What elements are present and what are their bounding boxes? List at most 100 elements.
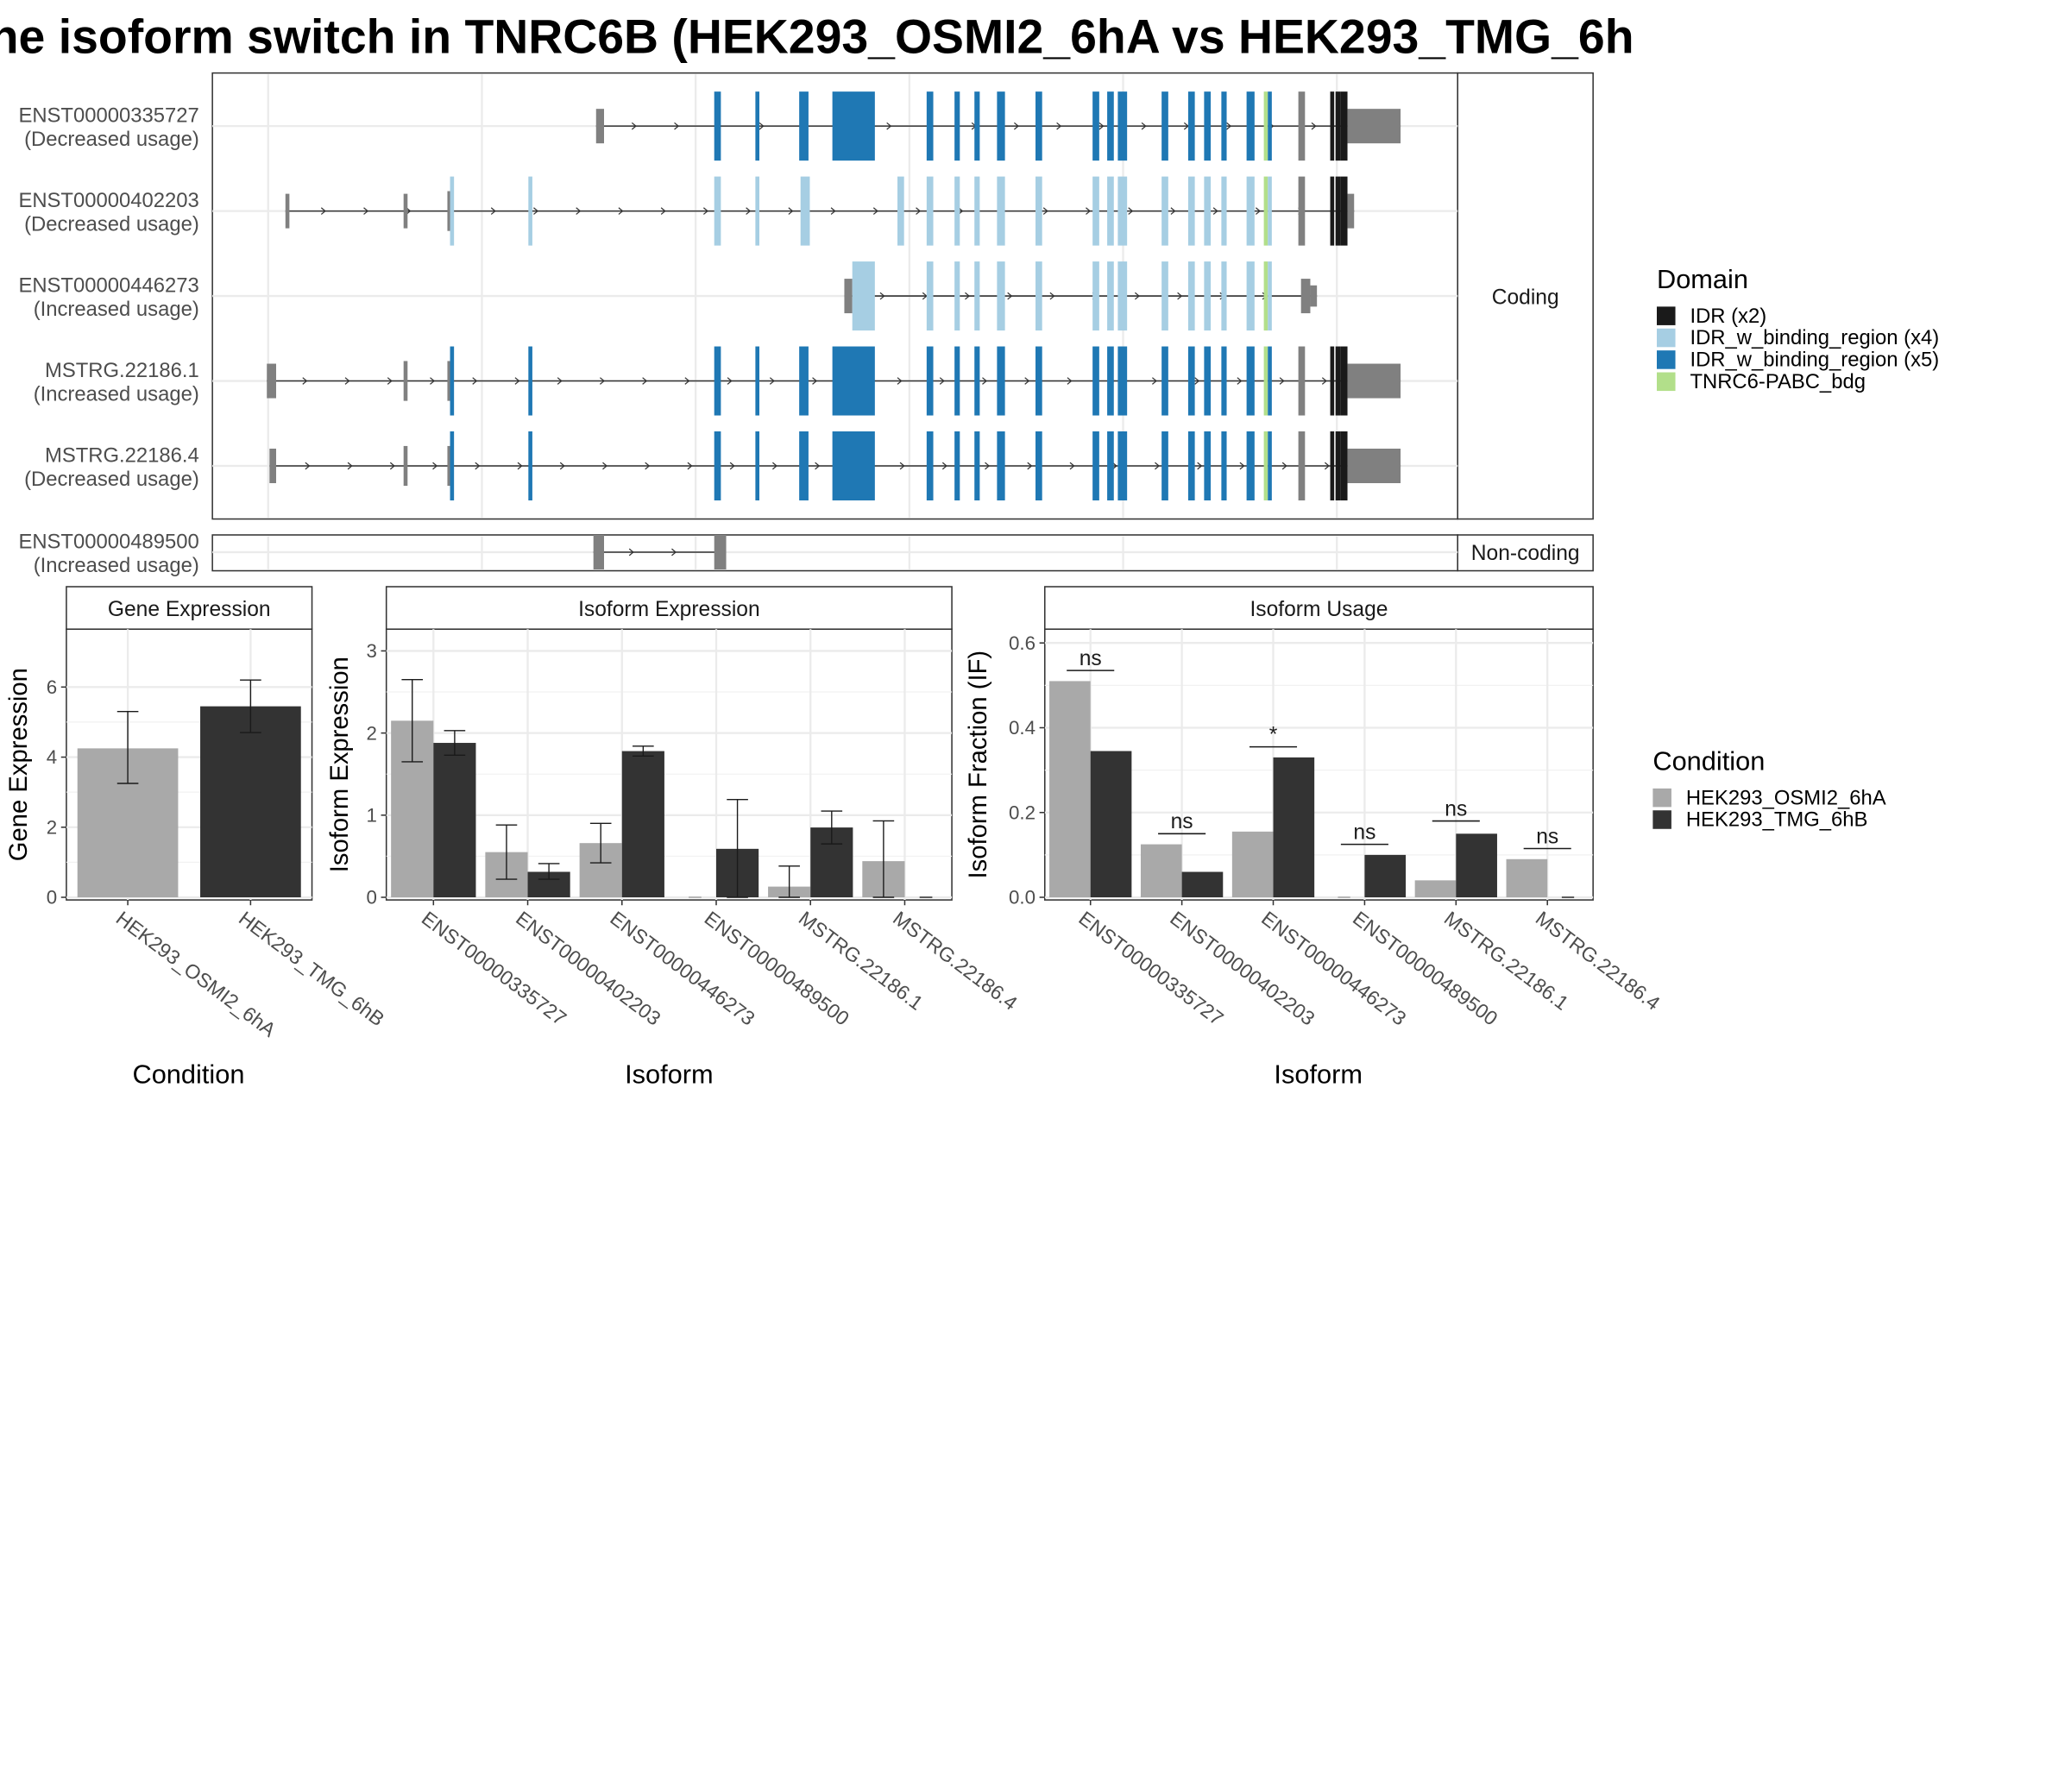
exon [974, 176, 980, 246]
intron-arrow [788, 207, 794, 215]
intron-arrow [645, 462, 651, 470]
intron-arrow [389, 462, 395, 470]
intron-arrow [557, 377, 563, 385]
significance-label: ns [1353, 821, 1375, 844]
intron-arrow [517, 462, 523, 470]
exon [997, 431, 1005, 500]
exon [997, 91, 1005, 161]
intron-arrow [886, 122, 892, 130]
exon [1347, 109, 1401, 144]
coding-strip [1457, 72, 1594, 520]
domain-legend-label: TNRC6-PABC_bdg [1690, 370, 1865, 393]
exon [1298, 431, 1306, 500]
condition-legend-key [1652, 788, 1671, 808]
intron-arrow [1134, 292, 1140, 300]
exon [1298, 91, 1306, 161]
exon [1036, 346, 1042, 416]
exon [1117, 431, 1128, 500]
exon [755, 91, 759, 161]
exon [1092, 346, 1099, 416]
significance-label: * [1269, 723, 1278, 746]
y-tick-label: 2 [367, 722, 377, 744]
exon [832, 91, 875, 161]
exon [1246, 176, 1255, 246]
transcript-usage-label: (Increased usage) [34, 298, 199, 321]
exon [1092, 91, 1099, 161]
intron-arrow [1324, 462, 1330, 470]
bar [433, 743, 476, 897]
chart-strip-label: Isoform Usage [1250, 598, 1388, 621]
exon [1204, 431, 1212, 500]
exon [1036, 261, 1042, 331]
exon [755, 346, 759, 416]
intron-arrow [1086, 207, 1092, 215]
intron-arrow [769, 377, 775, 385]
transcript-id-label: ENST00000402203 [18, 189, 198, 212]
exon [1117, 176, 1128, 246]
y-tick-label: 0.0 [1009, 887, 1036, 909]
chart-strip [385, 586, 953, 631]
isoform-switch-figure: ne isoform switch in TNRC6B (HEK293_OSMI… [0, 10, 1939, 1090]
intron-arrow [771, 462, 777, 470]
exon [1263, 91, 1268, 161]
exon [1161, 261, 1168, 331]
exon [1310, 285, 1318, 307]
significance-label: ns [1171, 810, 1193, 833]
y-axis-title: Isoform Fraction (IF) [965, 651, 992, 879]
noncoding-strip-label: Non-coding [1471, 542, 1580, 565]
x-axis-title: Isoform [625, 1059, 714, 1089]
figure-title: ne isoform switch in TNRC6B (HEK293_OSMI… [0, 10, 1634, 64]
significance-label: ns [1080, 647, 1102, 670]
exon [450, 176, 455, 246]
exon [1092, 176, 1099, 246]
exon [954, 431, 960, 500]
exon [1335, 346, 1341, 416]
exon [1246, 261, 1255, 331]
intron-arrow [916, 207, 922, 215]
exon [1187, 91, 1195, 161]
domain-legend-label: IDR_w_binding_region (x5) [1690, 349, 1939, 372]
intron-arrow [1281, 462, 1287, 470]
intron-arrow [1237, 377, 1243, 385]
exon [926, 261, 934, 331]
intron-arrow [602, 462, 608, 470]
exon [1117, 346, 1128, 416]
bar [621, 751, 664, 897]
domain-legend-key [1657, 306, 1676, 325]
intron-arrow [430, 377, 436, 385]
intron-arrow [899, 462, 905, 470]
exon [1340, 91, 1348, 161]
exon [1187, 261, 1195, 331]
domain-legend-label: IDR (x2) [1690, 305, 1766, 328]
exon [1263, 176, 1268, 246]
intron-arrow [1069, 462, 1075, 470]
exon [403, 361, 408, 401]
chart-panel [385, 628, 953, 901]
significance-label: ns [1536, 825, 1558, 848]
exon [799, 346, 809, 416]
chart-strip-label: Gene Expression [108, 598, 271, 621]
exon [1221, 91, 1227, 161]
exon [1268, 91, 1272, 161]
intron-arrow [363, 207, 369, 215]
intron-arrow [812, 377, 818, 385]
intron-arrow [1279, 377, 1285, 385]
y-tick-label: 0 [47, 887, 57, 909]
intron-arrow [982, 377, 988, 385]
intron-arrow [599, 377, 605, 385]
exon [1268, 176, 1272, 246]
exon [852, 261, 875, 331]
intron-arrow [1311, 122, 1317, 130]
exon [832, 431, 875, 500]
intron-arrow [1027, 462, 1033, 470]
intron-arrow [305, 462, 311, 470]
intron-arrow [576, 207, 582, 215]
exon [1107, 261, 1114, 331]
transcript-structure-panel: CodingNon-codingENST00000335727(Decrease… [18, 72, 1594, 577]
condition-legend-label: HEK293_TMG_6hB [1686, 808, 1868, 832]
bar [200, 706, 301, 897]
intron-arrow [879, 292, 885, 300]
exon [1161, 431, 1168, 500]
